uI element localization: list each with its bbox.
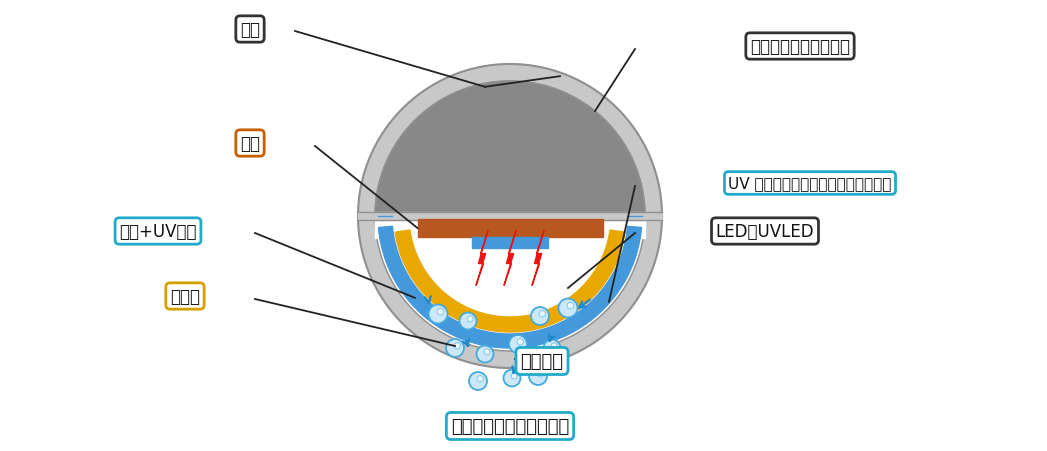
Text: 銀イオン: 銀イオン — [520, 352, 563, 370]
Text: 基板: 基板 — [240, 135, 260, 152]
Polygon shape — [504, 231, 516, 286]
Circle shape — [484, 349, 490, 355]
Polygon shape — [532, 231, 544, 286]
Circle shape — [469, 372, 487, 390]
Text: LED＋UVLED: LED＋UVLED — [716, 222, 815, 240]
Bar — [418, 220, 602, 238]
Circle shape — [467, 316, 473, 322]
Circle shape — [529, 367, 547, 385]
Circle shape — [511, 373, 517, 379]
Polygon shape — [375, 82, 645, 216]
Circle shape — [543, 340, 560, 357]
Polygon shape — [358, 65, 662, 368]
Bar — [472, 238, 548, 249]
Circle shape — [537, 371, 543, 377]
Polygon shape — [395, 230, 625, 332]
Circle shape — [551, 343, 557, 349]
Circle shape — [531, 307, 549, 325]
Text: UV 透過カバー（ポリカーボネート）: UV 透過カバー（ポリカーボネート） — [729, 176, 892, 191]
Circle shape — [476, 346, 493, 363]
Text: 断面図：　（イメージ）: 断面図： （イメージ） — [451, 417, 570, 435]
Circle shape — [460, 313, 476, 330]
Text: アルミニウム　ケース: アルミニウム ケース — [750, 38, 850, 56]
Circle shape — [454, 343, 461, 349]
Circle shape — [477, 376, 484, 382]
Text: 光触媒: 光触媒 — [170, 287, 200, 305]
Circle shape — [539, 311, 545, 317]
Circle shape — [509, 335, 527, 353]
Circle shape — [504, 370, 520, 387]
Circle shape — [428, 305, 447, 324]
Circle shape — [558, 299, 578, 318]
Bar — [358, 212, 662, 221]
Circle shape — [446, 339, 464, 357]
Text: 電源: 電源 — [240, 21, 260, 39]
Polygon shape — [379, 227, 642, 348]
Text: 白色+UV　光: 白色+UV 光 — [119, 222, 197, 240]
Circle shape — [437, 308, 444, 315]
Polygon shape — [476, 231, 488, 286]
Circle shape — [517, 339, 524, 345]
Circle shape — [567, 303, 574, 309]
Bar — [375, 215, 645, 239]
